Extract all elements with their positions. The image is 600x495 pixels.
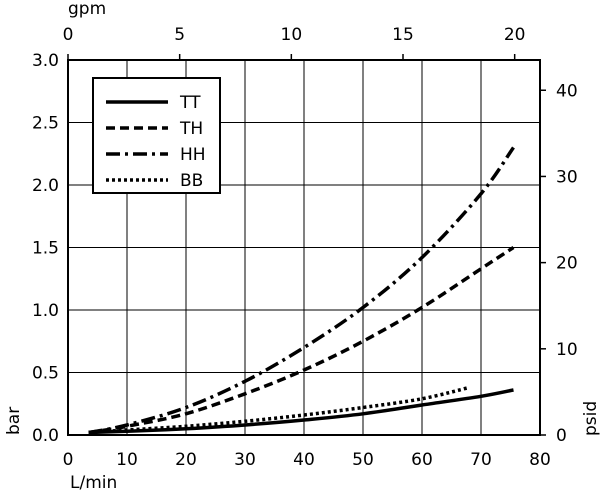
series-layer	[88, 146, 515, 435]
y-tick-label: 2.0	[32, 176, 59, 196]
plot-frame	[67, 59, 541, 436]
right-tick-label: 10	[556, 340, 578, 360]
legend-label-th: TH	[179, 119, 203, 139]
y-axis-label: bar	[4, 407, 24, 435]
y-tick-label: 1.0	[32, 301, 59, 321]
x-tick-label: 50	[352, 450, 374, 470]
top-axis-label: gpm	[68, 0, 106, 19]
top-tick-label: 20	[504, 25, 526, 45]
right-tick-label: 30	[556, 167, 578, 187]
right-tick-label: 40	[556, 81, 578, 101]
right-tick-label: 0	[556, 426, 567, 446]
y-tick-label: 3.0	[32, 51, 59, 71]
x-axis-label: L/min	[70, 473, 117, 493]
x-tick-label: 60	[411, 450, 433, 470]
series-line-th	[88, 246, 515, 435]
y-tick-label: 2.5	[32, 114, 59, 134]
legend-label-bb: BB	[180, 171, 203, 191]
series-line-tt	[88, 388, 514, 435]
y-tick-label: 0.5	[32, 364, 59, 384]
legend-label-tt: TT	[179, 93, 201, 113]
top-tick-label: 0	[63, 25, 74, 45]
right-tick-label: 20	[556, 254, 578, 274]
x-tick-label: 70	[470, 450, 492, 470]
legend: TT TH HH BB	[92, 77, 221, 194]
x-tick-label: 40	[293, 450, 315, 470]
series-line-bb	[88, 385, 470, 435]
legend-label-hh: HH	[180, 145, 206, 165]
top-tick-label: 10	[281, 25, 303, 45]
top-tick-label: 15	[392, 25, 414, 45]
y-tick-label: 1.5	[32, 239, 59, 259]
top-tick-label: 5	[174, 25, 185, 45]
right-axis-label: psid	[581, 401, 600, 436]
x-tick-label: 0	[63, 450, 74, 470]
x-tick-label: 30	[234, 450, 256, 470]
series-line-hh	[88, 146, 515, 435]
y-tick-label: 0.0	[32, 426, 59, 446]
tick-layer: 0 10 20 30 40 50 60 70 800.00.51.01.52.02.53.00 5…	[32, 25, 578, 470]
x-tick-label: 20	[175, 450, 197, 470]
legend-box	[92, 77, 221, 194]
x-tick-label: 80	[529, 450, 551, 470]
x-tick-label: 10	[116, 450, 138, 470]
